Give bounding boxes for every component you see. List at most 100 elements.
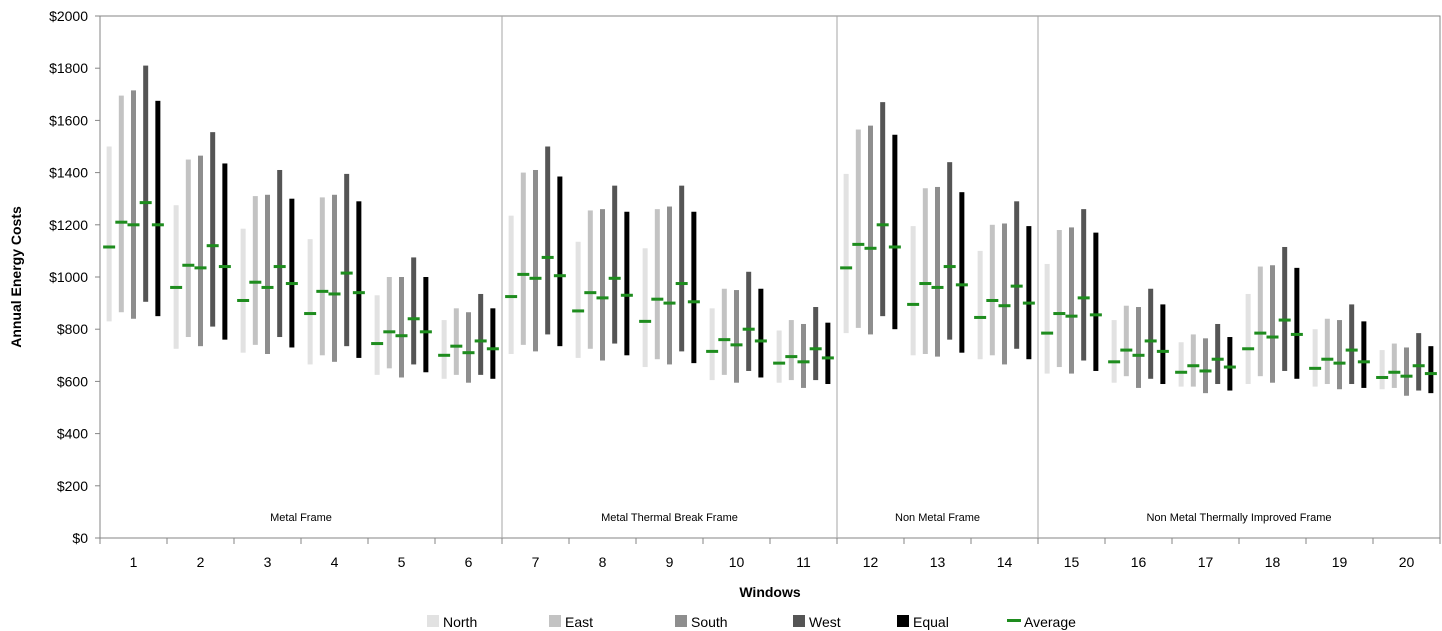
range-bar-south <box>600 209 605 361</box>
average-marker <box>1290 332 1303 336</box>
average-marker <box>486 347 499 351</box>
x-tick-label: 8 <box>599 554 607 570</box>
average-markers <box>103 201 1437 379</box>
average-marker <box>1278 318 1291 322</box>
group-labels: Metal Frame Metal Thermal Break Frame Non … <box>270 512 1331 524</box>
average-marker <box>840 266 853 270</box>
range-bar-south <box>935 186 940 357</box>
range-bar-south <box>1404 347 1409 396</box>
range-bar-south <box>265 194 270 354</box>
range-bar-equal <box>691 211 697 364</box>
range-bar-south <box>1136 307 1141 388</box>
average-marker <box>706 349 719 353</box>
range-bar-south <box>198 155 203 347</box>
x-tick-label: 2 <box>197 554 205 570</box>
x-tick-labels: 1 2 3 4 5 6 7 8 9 10 11 12 13 14 15 16 17 18 19 20 <box>130 554 1415 570</box>
legend-label: South <box>691 614 728 630</box>
range-bar-east <box>185 159 191 338</box>
range-bar-east <box>1190 334 1196 387</box>
legend-label: West <box>809 614 841 630</box>
legend-swatch-east <box>549 615 561 627</box>
average-marker <box>876 223 889 227</box>
range-bar-north <box>1044 263 1050 374</box>
range-bar-south <box>399 277 404 378</box>
average-marker <box>718 338 731 342</box>
y-tick-label: $1400 <box>49 165 88 181</box>
average-marker <box>249 280 262 284</box>
x-tick-label: 19 <box>1332 554 1348 570</box>
range-bar-north <box>575 241 581 358</box>
average-marker <box>1412 364 1425 368</box>
x-tick-label: 16 <box>1131 554 1147 570</box>
average-marker <box>687 300 700 304</box>
average-marker <box>986 298 999 302</box>
range-bar-east <box>386 277 392 369</box>
range-bar-east <box>922 188 928 354</box>
x-tick-label: 7 <box>532 554 540 570</box>
y-tick-label: $0 <box>72 530 88 546</box>
average-marker <box>663 301 676 305</box>
average-marker <box>1424 372 1437 376</box>
average-marker <box>462 351 475 355</box>
range-bar-west <box>746 271 752 371</box>
range-bar-north <box>508 215 514 354</box>
y-tick-label: $200 <box>57 478 88 494</box>
range-bar-west <box>947 162 953 340</box>
average-marker <box>730 343 743 347</box>
range-bar-north <box>1312 329 1318 387</box>
range-bar-east <box>1056 230 1062 368</box>
range-bar-west <box>679 185 685 352</box>
average-marker <box>151 223 164 227</box>
range-bar-north <box>1245 293 1251 385</box>
range-bar-equal <box>892 134 898 330</box>
average-marker <box>1321 357 1334 361</box>
x-tick-label: 10 <box>729 554 745 570</box>
range-bar-equal <box>490 308 496 379</box>
y-tick-label: $1600 <box>49 112 88 128</box>
range-bar-east <box>252 196 258 345</box>
range-bar-east <box>788 320 794 381</box>
average-marker <box>261 285 274 289</box>
y-tick-label: $400 <box>57 426 88 442</box>
average-marker <box>572 309 585 313</box>
x-tick-label: 18 <box>1265 554 1281 570</box>
range-bar-equal <box>825 322 831 385</box>
range-bar-north <box>1379 350 1385 390</box>
average-marker <box>328 292 341 296</box>
y-tick-labels: $0 $200 $400 $600 $800 $1000 $1200 $1400 $1600 $1… <box>49 8 100 546</box>
group-label: Non Metal Thermally Improved Frame <box>1146 512 1331 524</box>
average-marker <box>1077 296 1090 300</box>
average-marker <box>943 265 956 269</box>
y-tick-label: $1800 <box>49 60 88 76</box>
range-bar-west <box>210 132 216 327</box>
x-tick-label: 13 <box>930 554 946 570</box>
average-marker <box>1211 357 1224 361</box>
average-marker <box>785 355 798 359</box>
average-marker <box>888 245 901 249</box>
range-bar-west <box>880 102 886 317</box>
average-marker <box>1254 331 1267 335</box>
average-marker <box>182 263 195 267</box>
x-tick-label: 15 <box>1064 554 1080 570</box>
plot-area <box>99 15 1441 539</box>
average-marker <box>821 356 834 360</box>
legend-label: East <box>565 614 593 630</box>
average-marker <box>675 282 688 286</box>
average-marker <box>438 353 451 357</box>
average-marker <box>352 291 365 295</box>
legend-label: Average <box>1024 614 1076 630</box>
average-marker <box>316 289 329 293</box>
x-tick-label: 5 <box>398 554 406 570</box>
average-marker <box>1187 364 1200 368</box>
range-bar-south <box>1069 227 1074 374</box>
average-marker <box>1400 374 1413 378</box>
range-bar-west <box>545 146 551 335</box>
range-bar-east <box>721 288 727 375</box>
average-marker <box>505 295 518 299</box>
average-marker <box>1333 361 1346 365</box>
average-marker <box>285 282 298 286</box>
range-bar-west <box>612 185 618 344</box>
average-marker <box>1345 348 1358 352</box>
range-bar-east <box>1257 266 1263 377</box>
range-bar-south <box>1203 338 1208 394</box>
